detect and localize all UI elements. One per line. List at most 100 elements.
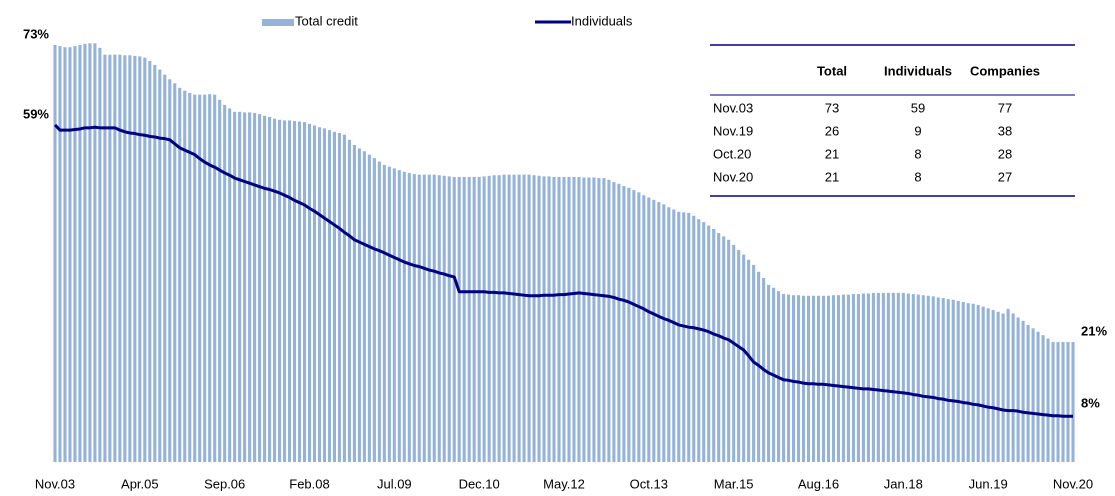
bar	[597, 178, 601, 462]
bar	[278, 119, 282, 462]
bar	[163, 74, 167, 462]
bar	[392, 168, 396, 462]
bar	[572, 176, 576, 463]
bar	[512, 174, 516, 462]
bar	[916, 294, 920, 462]
bar	[991, 310, 995, 462]
bar	[382, 164, 386, 462]
bar	[652, 199, 656, 462]
bar	[876, 292, 880, 462]
table-row-label: Nov.19	[713, 123, 753, 138]
bar	[821, 295, 826, 462]
bar	[123, 55, 127, 463]
bar	[213, 94, 217, 462]
table-row-label: Nov.20	[713, 169, 753, 184]
bar	[497, 175, 501, 463]
bar	[787, 294, 791, 462]
bar	[168, 79, 172, 462]
bar	[53, 44, 57, 463]
table-cell: 27	[998, 169, 1012, 184]
bar	[467, 176, 471, 463]
bar	[283, 120, 287, 462]
bar	[612, 182, 616, 462]
bar	[263, 115, 267, 462]
bar	[138, 56, 142, 462]
bar	[627, 187, 631, 463]
bar	[432, 174, 436, 462]
bar	[587, 177, 591, 462]
x-tick-label: Nov.03	[35, 476, 75, 491]
bar	[976, 304, 980, 462]
bar	[886, 292, 890, 462]
bar	[188, 92, 192, 462]
bar	[98, 47, 102, 462]
bar	[203, 94, 207, 462]
bar	[1011, 313, 1015, 462]
table-row-label: Oct.20	[713, 146, 751, 161]
bar	[921, 295, 925, 462]
bar	[891, 292, 895, 462]
x-tick-label: Jan.18	[884, 476, 923, 491]
bar	[417, 174, 421, 462]
bar	[253, 112, 257, 462]
bar	[552, 176, 556, 463]
table-row-label: Nov.03	[713, 100, 753, 115]
bar	[472, 176, 476, 463]
bar	[233, 111, 237, 462]
bar	[931, 296, 935, 462]
table-cell: 28	[998, 146, 1012, 161]
bar	[737, 250, 741, 462]
bar	[792, 295, 796, 462]
data-label: 8%	[1081, 396, 1100, 411]
bar	[951, 299, 955, 462]
table-cell: 8	[914, 169, 921, 184]
table-cell: 8	[914, 146, 921, 161]
data-label: 21%	[1081, 323, 1107, 338]
bar	[657, 202, 661, 463]
bar	[841, 294, 845, 462]
bar	[567, 176, 571, 463]
table-cell: 77	[998, 100, 1012, 115]
data-label: 73%	[23, 26, 49, 41]
x-tick-label: Oct.13	[630, 476, 668, 491]
bar	[1006, 308, 1010, 462]
bar	[178, 87, 182, 463]
bar	[223, 104, 227, 462]
bar	[861, 293, 865, 462]
bar	[1031, 328, 1035, 462]
bar	[712, 228, 716, 462]
bar	[228, 108, 232, 463]
bar	[482, 176, 486, 462]
bar	[717, 232, 721, 462]
bar	[542, 176, 546, 462]
bar	[532, 175, 536, 463]
bar	[981, 306, 985, 462]
bar	[697, 219, 701, 462]
bar	[826, 295, 831, 462]
bar	[108, 54, 112, 462]
x-tick-label: Aug.16	[798, 476, 839, 491]
bar	[727, 239, 731, 462]
legend-label: Total credit	[295, 13, 358, 28]
table-header: Individuals	[884, 63, 952, 78]
bar	[492, 175, 496, 463]
bar	[941, 298, 945, 462]
bar	[452, 176, 456, 463]
bar	[507, 174, 511, 462]
bar	[906, 293, 910, 462]
bar	[103, 54, 107, 462]
bar	[427, 174, 431, 462]
data-label: 59%	[23, 106, 49, 121]
bar	[881, 292, 885, 462]
bar	[687, 212, 691, 462]
bar	[322, 128, 327, 462]
line	[53, 123, 1073, 418]
bar	[1001, 313, 1005, 462]
bar	[357, 148, 361, 463]
x-tick-label: May.12	[543, 476, 585, 491]
bar	[133, 55, 137, 463]
bar	[617, 183, 621, 462]
x-tick-label: Apr.05	[121, 476, 159, 491]
bar	[78, 44, 82, 463]
bar	[682, 212, 686, 462]
